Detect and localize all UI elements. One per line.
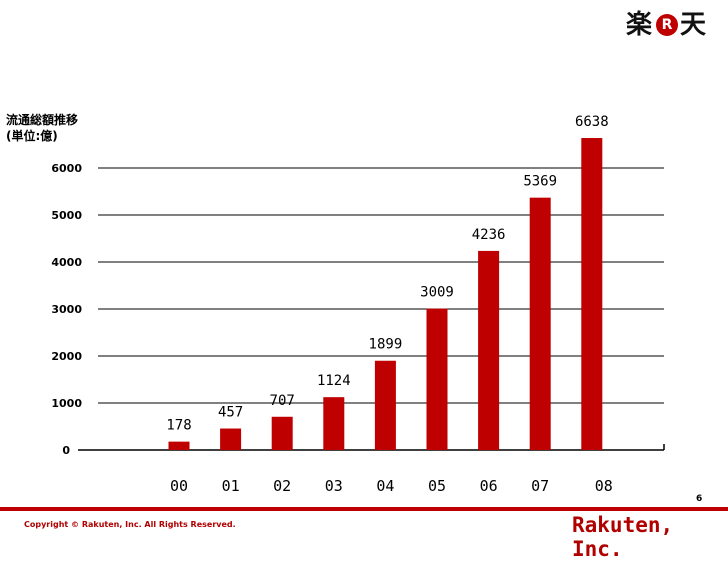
bar-chart: 0 1000 2000 3000 4000 5000 6000 178 00 457 01 707 02… (51, 114, 665, 495)
y-tick-label: 0 (62, 444, 70, 457)
x-tick-label: 01 (222, 477, 240, 495)
data-label: 4236 (472, 227, 506, 243)
y-tick-label: 4000 (51, 256, 82, 269)
y-tick-label: 6000 (51, 162, 82, 175)
logo-kanji-raku: 楽 (626, 10, 653, 40)
bar (220, 428, 242, 450)
x-tick-label: 04 (376, 477, 394, 495)
bar (581, 138, 603, 450)
bar (426, 308, 448, 450)
logo-r-circle-icon: R (656, 14, 678, 36)
rakuten-logo: 楽 R 天 (626, 8, 708, 42)
x-tick-label: 06 (480, 477, 498, 495)
bar (529, 197, 551, 450)
y-tick-label: 1000 (51, 397, 82, 410)
bar (271, 416, 293, 450)
data-label: 178 (166, 418, 191, 434)
chart-unit-label: (単位:億) (6, 129, 58, 143)
copyright-text: Copyright © Rakuten, Inc. All Rights Res… (24, 520, 236, 529)
bar (323, 397, 345, 450)
bar (168, 441, 190, 450)
data-label: 1899 (369, 337, 403, 353)
logo-kanji-ten: 天 (680, 10, 707, 40)
bar (478, 250, 500, 450)
x-tick-label: 00 (170, 477, 188, 495)
data-label: 6638 (575, 114, 609, 130)
chart-title: 流通総額推移 (6, 113, 79, 127)
y-tick-label: 3000 (51, 303, 82, 316)
data-label: 457 (218, 405, 243, 421)
data-label: 707 (270, 393, 295, 409)
x-tick-label: 07 (531, 477, 549, 495)
page-number: 6 (696, 494, 703, 504)
y-tick-label: 5000 (51, 209, 82, 222)
data-label: 1124 (317, 373, 351, 389)
y-tick-label: 2000 (51, 350, 82, 363)
x-tick-label: 02 (273, 477, 291, 495)
data-label: 3009 (420, 285, 454, 301)
data-label: 5369 (523, 174, 557, 190)
x-tick-label: 08 (595, 477, 613, 495)
footer-divider (0, 507, 728, 511)
bar (374, 360, 396, 450)
x-tick-label: 05 (428, 477, 446, 495)
x-tick-label: 03 (325, 477, 343, 495)
footer-brand: Rakuten, Inc. (572, 513, 674, 561)
